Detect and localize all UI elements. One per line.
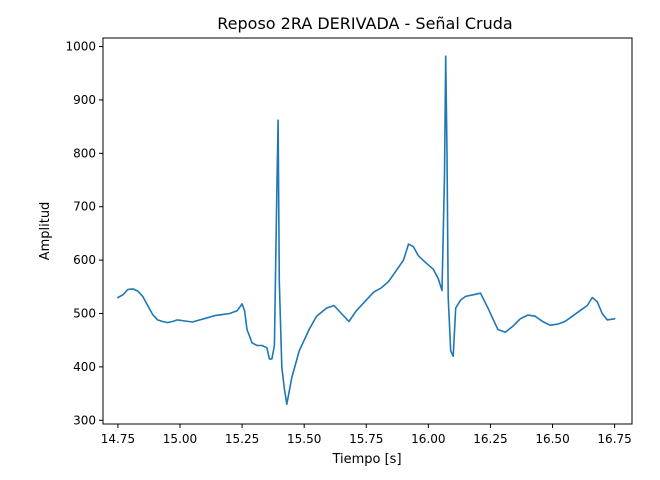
y-tick-label: 900 [73,93,96,107]
y-tick-label: 300 [73,413,96,427]
x-tick-label: 16.75 [597,432,631,446]
y-tick-label: 600 [73,253,96,267]
x-axis-label: Tiempo [s] [331,452,401,467]
y-tick-label: 400 [73,360,96,374]
plot-area [102,37,633,425]
x-tick-label: 15.75 [349,432,383,446]
y-tick-label: 500 [73,306,96,320]
x-axis: 14.75 15.00 15.25 15.50 15.75 16.00 16.25 16.50… [101,424,632,446]
chart-title: Reposo 2RA DERIVADA - Señal Cruda [217,14,512,33]
x-tick-label: 16.00 [411,432,445,446]
y-tick-label: 700 [73,200,96,214]
x-tick-label: 16.25 [473,432,507,446]
y-axis-label: Amplitud [38,202,53,261]
series-line-0 [117,55,616,406]
x-tick-label: 14.75 [101,432,135,446]
series-layer [117,55,616,406]
y-tick-label: 800 [73,146,96,160]
x-tick-label: 15.00 [163,432,197,446]
y-axis: 300 400 500 600 700 800 900 1000 [65,40,103,427]
y-tick-label: 1000 [65,40,96,54]
x-tick-label: 15.50 [287,432,321,446]
x-tick-label: 16.50 [535,432,569,446]
x-tick-label: 15.25 [225,432,259,446]
